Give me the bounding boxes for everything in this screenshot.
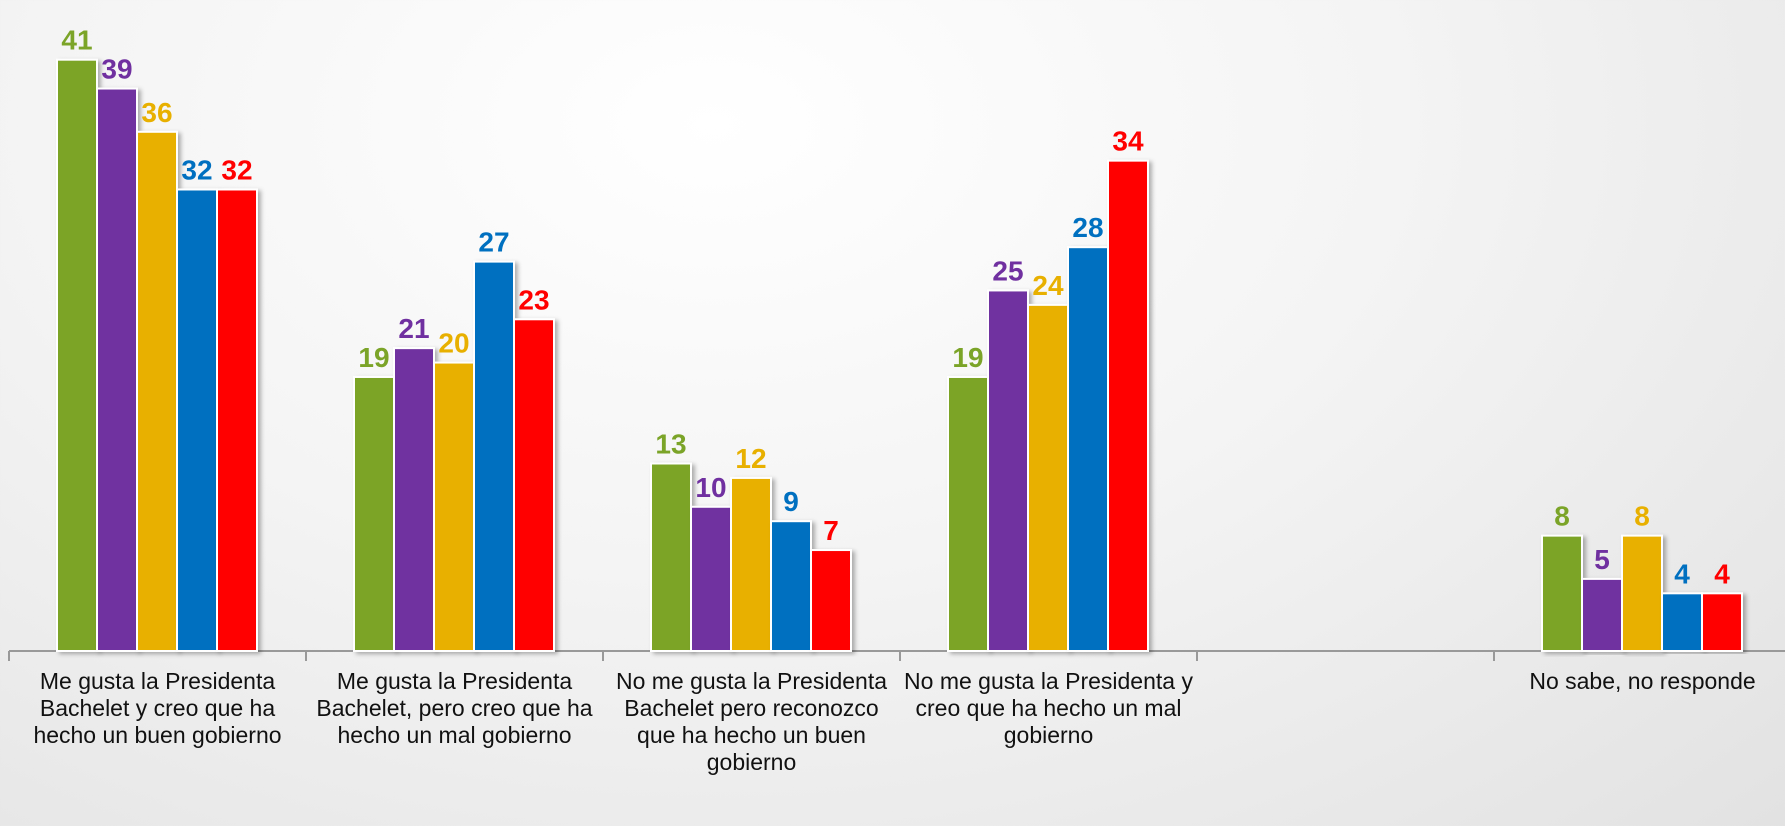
value-label: 4 bbox=[1674, 558, 1690, 589]
value-label: 23 bbox=[518, 284, 549, 315]
value-label: 13 bbox=[655, 429, 686, 460]
value-label: 39 bbox=[101, 54, 132, 85]
value-label: 8 bbox=[1554, 501, 1570, 532]
bar bbox=[810, 549, 852, 652]
value-label: 7 bbox=[823, 515, 839, 546]
value-label: 19 bbox=[358, 342, 389, 373]
bar bbox=[56, 58, 98, 652]
value-label: 41 bbox=[61, 25, 92, 56]
value-label: 8 bbox=[1634, 501, 1650, 532]
bar bbox=[176, 188, 218, 652]
category-label: Me gusta la Presidenta Bachelet y creo q… bbox=[33, 668, 282, 748]
bar bbox=[393, 347, 435, 652]
bar bbox=[1107, 159, 1149, 652]
bar bbox=[650, 462, 692, 652]
bar bbox=[353, 375, 395, 652]
value-label: 10 bbox=[695, 472, 726, 503]
category-label: No sabe, no responde bbox=[1529, 668, 1756, 694]
bar bbox=[770, 520, 812, 653]
category-label: No me gusta la Presidenta Bachelet pero … bbox=[615, 668, 888, 775]
value-label: 4 bbox=[1714, 558, 1730, 589]
bar bbox=[1541, 534, 1583, 652]
category-label: No me gusta la Presidenta y creo que ha … bbox=[904, 668, 1193, 748]
category-label: Me gusta la Presidenta Bachelet, pero cr… bbox=[316, 668, 593, 748]
bar bbox=[96, 87, 138, 653]
bar bbox=[136, 130, 178, 653]
value-label: 28 bbox=[1072, 212, 1103, 243]
value-label: 32 bbox=[181, 154, 212, 185]
value-label: 36 bbox=[141, 97, 172, 128]
value-label: 5 bbox=[1594, 544, 1610, 575]
value-label: 19 bbox=[952, 342, 983, 373]
value-label: 20 bbox=[438, 328, 469, 359]
bar bbox=[473, 260, 515, 652]
bar bbox=[216, 188, 258, 652]
bar bbox=[947, 375, 989, 652]
bar bbox=[1067, 246, 1109, 653]
bar bbox=[730, 476, 772, 652]
value-label: 9 bbox=[783, 486, 799, 517]
value-label: 27 bbox=[478, 227, 509, 258]
bar bbox=[1701, 592, 1743, 652]
bar bbox=[690, 505, 732, 652]
value-label: 12 bbox=[735, 443, 766, 474]
value-label: 25 bbox=[992, 255, 1023, 286]
bar bbox=[987, 289, 1029, 652]
bar bbox=[513, 318, 555, 652]
bar bbox=[433, 361, 475, 652]
value-label: 21 bbox=[398, 313, 429, 344]
value-label: 24 bbox=[1032, 270, 1064, 301]
bar bbox=[1621, 534, 1663, 652]
value-label: 32 bbox=[221, 154, 252, 185]
bar bbox=[1027, 303, 1069, 652]
value-label: 34 bbox=[1112, 126, 1144, 157]
bar bbox=[1661, 592, 1703, 652]
bar bbox=[1581, 577, 1623, 653]
